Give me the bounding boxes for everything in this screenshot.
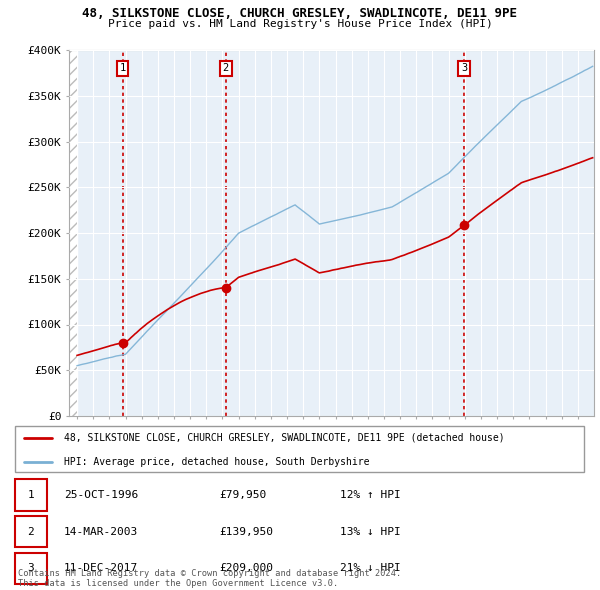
Bar xyxy=(69,50,77,416)
Text: 48, SILKSTONE CLOSE, CHURCH GRESLEY, SWADLINCOTE, DE11 9PE (detached house): 48, SILKSTONE CLOSE, CHURCH GRESLEY, SWA… xyxy=(64,432,505,442)
Text: £209,000: £209,000 xyxy=(220,563,274,573)
Text: 2: 2 xyxy=(28,527,34,536)
Text: 2: 2 xyxy=(223,64,229,73)
Text: 48, SILKSTONE CLOSE, CHURCH GRESLEY, SWADLINCOTE, DE11 9PE: 48, SILKSTONE CLOSE, CHURCH GRESLEY, SWA… xyxy=(83,7,517,20)
FancyBboxPatch shape xyxy=(15,480,47,510)
Text: HPI: Average price, detached house, South Derbyshire: HPI: Average price, detached house, Sout… xyxy=(64,457,370,467)
Text: 1: 1 xyxy=(28,490,34,500)
Text: 25-OCT-1996: 25-OCT-1996 xyxy=(64,490,138,500)
Text: £139,950: £139,950 xyxy=(220,527,274,536)
Text: 21% ↓ HPI: 21% ↓ HPI xyxy=(340,563,401,573)
FancyBboxPatch shape xyxy=(15,516,47,547)
Text: 13% ↓ HPI: 13% ↓ HPI xyxy=(340,527,401,536)
Text: 14-MAR-2003: 14-MAR-2003 xyxy=(64,527,138,536)
Text: £79,950: £79,950 xyxy=(220,490,266,500)
Text: 1: 1 xyxy=(119,64,126,73)
Text: Price paid vs. HM Land Registry's House Price Index (HPI): Price paid vs. HM Land Registry's House … xyxy=(107,19,493,29)
FancyBboxPatch shape xyxy=(15,553,47,584)
Text: 3: 3 xyxy=(28,563,34,573)
Text: 11-DEC-2017: 11-DEC-2017 xyxy=(64,563,138,573)
Text: 3: 3 xyxy=(461,64,467,73)
FancyBboxPatch shape xyxy=(15,425,584,473)
Bar xyxy=(69,50,77,416)
Text: 12% ↑ HPI: 12% ↑ HPI xyxy=(340,490,401,500)
Text: Contains HM Land Registry data © Crown copyright and database right 2024.
This d: Contains HM Land Registry data © Crown c… xyxy=(18,569,401,588)
